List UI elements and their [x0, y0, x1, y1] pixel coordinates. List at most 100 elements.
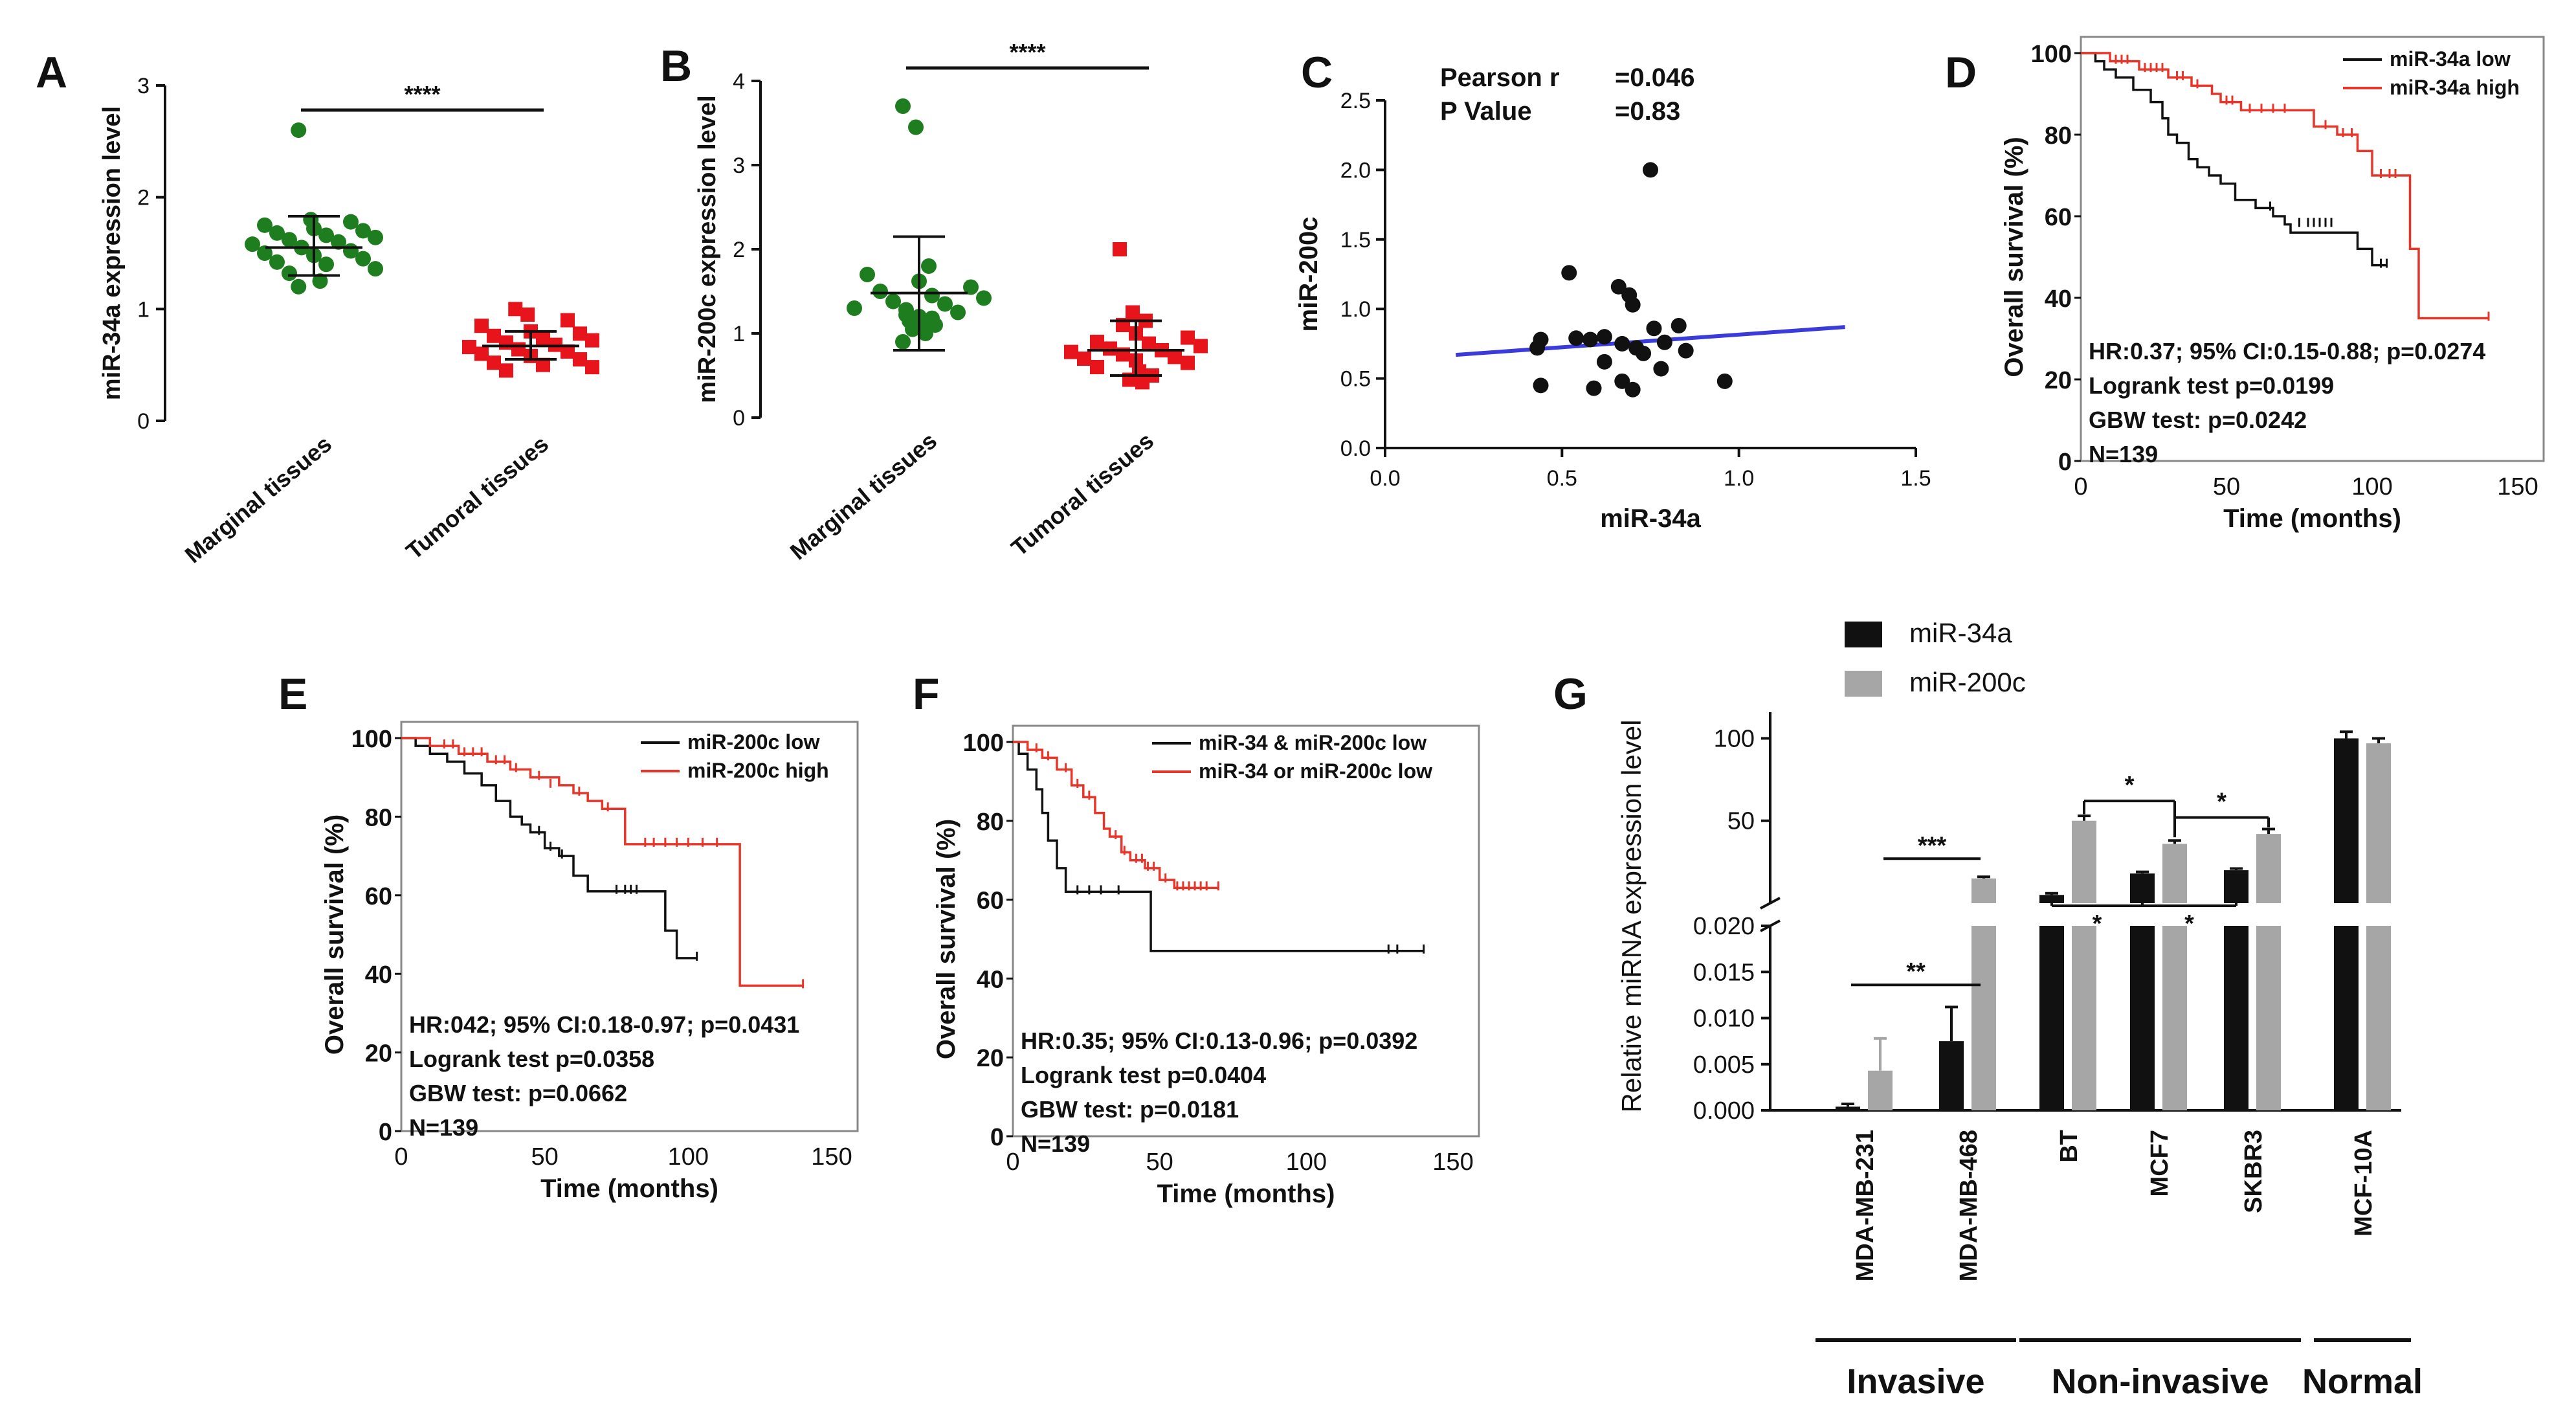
- data-point: [1596, 329, 1612, 345]
- x-axis-title: Time (months): [540, 1174, 718, 1203]
- x-tick-label: 1.5: [1900, 466, 1931, 491]
- survival-curve: [2081, 52, 2387, 267]
- x-tick-label: 0: [1006, 1149, 1019, 1176]
- y-tick-label: 0: [733, 406, 745, 431]
- y-axis-title: miR-200c expression level: [694, 95, 721, 403]
- data-point-dot: [885, 293, 901, 309]
- data-point: [1671, 317, 1687, 333]
- x-tick-label: 100: [1286, 1149, 1327, 1176]
- data-point: [1656, 334, 1672, 350]
- y-axis-title: miR-200c: [1294, 217, 1323, 332]
- significance-label: *: [2217, 789, 2226, 816]
- data-point-square: [1103, 341, 1117, 356]
- significance-label: *: [2093, 910, 2102, 937]
- y-tick-label: 0.020: [1693, 913, 1755, 940]
- y-tick-label: 40: [977, 966, 1004, 993]
- y-axis-title: Relative miRNA expression level: [1616, 720, 1647, 1113]
- panel-label-b: B: [660, 41, 692, 91]
- legend-label: miR-34 or miR-200c low: [1199, 759, 1432, 783]
- x-tick-label: 50: [531, 1143, 559, 1171]
- y-tick-label: 0.5: [1340, 367, 1371, 392]
- data-point-dot: [318, 256, 334, 273]
- data-point-dot: [318, 227, 334, 243]
- data-point-square: [536, 357, 550, 372]
- stats-text: Logrank test p=0.0199: [2089, 372, 2334, 399]
- data-point: [1533, 377, 1549, 394]
- stats-text: HR:0.37; 95% CI:0.15-0.88; p=0.0274: [2089, 338, 2485, 365]
- data-point-dot: [245, 236, 260, 252]
- data-point: [1582, 331, 1599, 348]
- category-label: MCF-10A: [2350, 1130, 2377, 1237]
- stat-value: =0.046: [1615, 63, 1694, 92]
- y-tick-label: 0.010: [1693, 1005, 1755, 1033]
- data-point-dot: [908, 119, 924, 135]
- data-point-square: [462, 340, 476, 355]
- data-point: [1643, 162, 1658, 178]
- y-tick-label: 2.5: [1340, 89, 1371, 113]
- y-tick-label: 50: [1727, 808, 1755, 835]
- panel-label-e: E: [278, 669, 307, 719]
- data-point: [1653, 361, 1669, 377]
- data-point: [1614, 335, 1630, 352]
- y-tick-label: 20: [2045, 367, 2072, 394]
- panel-label-d: D: [1945, 48, 1977, 97]
- x-tick-label: 0.5: [1547, 466, 1577, 491]
- data-point-square: [499, 335, 513, 350]
- data-point: [1625, 297, 1641, 313]
- survival-curve: [1013, 741, 1219, 890]
- x-tick-label: 50: [2213, 473, 2240, 500]
- data-point-square: [585, 360, 599, 375]
- x-tick-label: 150: [2497, 473, 2538, 500]
- data-point-square: [1181, 355, 1195, 370]
- data-point-dot: [976, 290, 992, 306]
- stats-text: GBW test: p=0.0662: [409, 1080, 627, 1106]
- data-point: [1614, 373, 1630, 389]
- data-point-square: [511, 342, 526, 357]
- x-tick-label: 0.0: [1370, 466, 1400, 491]
- survival-curve: [401, 737, 803, 987]
- data-point-square: [487, 355, 501, 370]
- x-tick-label: 100: [668, 1143, 709, 1171]
- y-tick-label: 4: [733, 69, 745, 94]
- panel-label-f: F: [913, 669, 940, 719]
- bar-miR-34a: [1939, 1041, 1964, 1110]
- bar-miR-200c: [2072, 926, 2096, 1110]
- significance-label: *: [2184, 910, 2194, 937]
- data-point: [1533, 331, 1549, 348]
- bar-miR-34a: [2334, 926, 2359, 1110]
- data-point-dot: [257, 245, 272, 261]
- y-tick-label: 80: [2045, 122, 2072, 150]
- data-point: [1636, 345, 1652, 361]
- bar-miR-34a: [2224, 926, 2248, 1110]
- data-point-dot: [355, 223, 371, 239]
- legend-swatch: [1845, 622, 1882, 647]
- x-tick-label: 100: [2351, 473, 2392, 500]
- legend-label: miR-200c low: [687, 730, 820, 754]
- regression-line: [1456, 325, 1845, 357]
- data-point-square: [561, 313, 575, 328]
- y-tick-label: 0: [137, 409, 150, 434]
- x-tick-label: 150: [1432, 1149, 1473, 1176]
- y-tick-label: 3: [137, 74, 150, 98]
- legend-label: miR-34 & miR-200c low: [1199, 731, 1427, 754]
- y-tick-label: 1: [733, 322, 745, 346]
- stats-text: HR:0.35; 95% CI:0.13-0.96; p=0.0392: [1021, 1027, 1417, 1054]
- data-point-square: [585, 333, 599, 348]
- group-label: Invasive: [1847, 1362, 1984, 1401]
- panel-label-a: A: [36, 48, 67, 97]
- y-axis-title: Overall survival (%): [320, 814, 349, 1055]
- data-point: [1625, 381, 1641, 398]
- panel-c: 0.0 0.5 1.0 1.5 2.0 2.5 0.0 0.5 1.0 1.5 miR-34a miR…: [1294, 63, 1931, 533]
- legend-label: miR-34a low: [2390, 47, 2511, 71]
- stat-value: =0.83: [1615, 97, 1680, 126]
- data-point-dot: [269, 225, 285, 241]
- y-tick-label: 60: [977, 888, 1004, 915]
- y-tick-label: 40: [2045, 286, 2072, 313]
- bar-miR-34a: [1836, 1106, 1860, 1110]
- legend-swatch: [1845, 671, 1882, 697]
- bar-miR-200c: [1971, 926, 1996, 1110]
- y-tick-label: 1: [137, 297, 150, 322]
- y-tick-label: 1.5: [1340, 228, 1371, 252]
- stats-text: GBW test: p=0.0181: [1021, 1096, 1239, 1123]
